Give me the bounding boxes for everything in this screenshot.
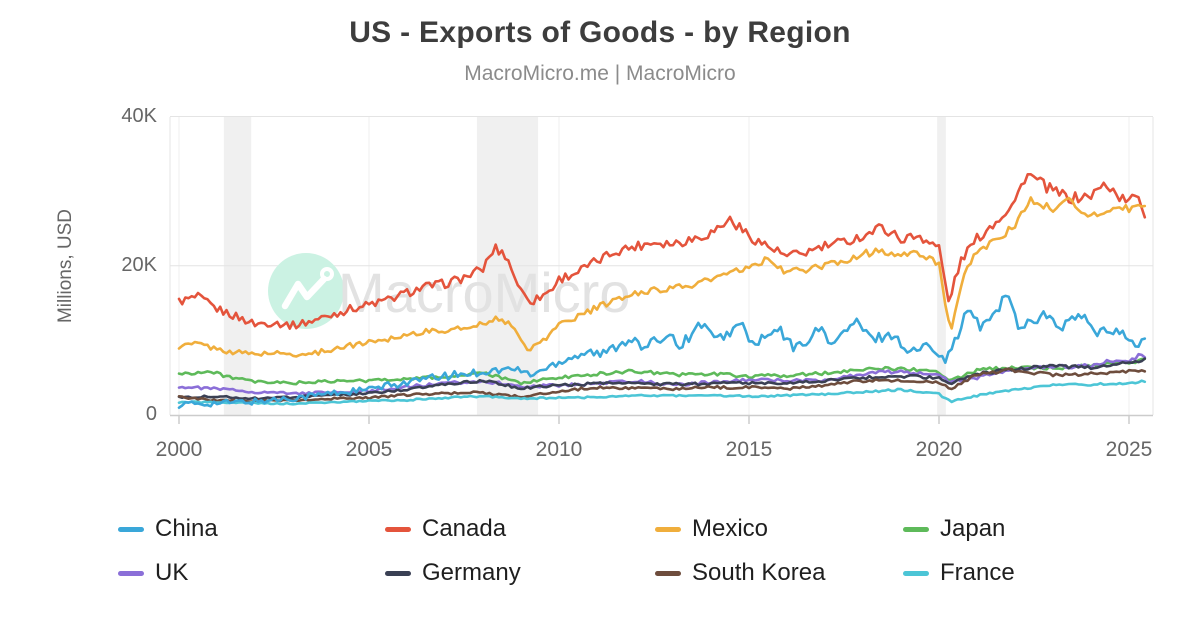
legend-label: Canada <box>422 515 507 542</box>
uk-series-swatch <box>118 570 144 576</box>
south-korea-series-swatch <box>655 570 681 576</box>
x-tick-label-2020: 2020 <box>915 438 963 461</box>
y-tick-label-40k: 40K <box>121 105 157 127</box>
legend-item-mexico[interactable]: Mexico <box>655 514 768 544</box>
legend-item-south-korea[interactable]: South Korea <box>655 558 825 588</box>
legend-label: UK <box>155 559 189 586</box>
legend-item-canada[interactable]: Canada <box>385 514 506 544</box>
chart-subtitle: MacroMicro.me | MacroMicro <box>464 62 736 85</box>
germany-series-swatch <box>385 570 411 576</box>
canada-series-swatch <box>385 526 411 532</box>
legend-label: France <box>940 559 1015 586</box>
legend-item-germany[interactable]: Germany <box>385 558 521 588</box>
x-tick-label-2005: 2005 <box>345 438 393 461</box>
mexico-series-swatch <box>655 526 681 532</box>
legend-label: Germany <box>422 559 521 586</box>
legend-item-japan[interactable]: Japan <box>903 514 1005 544</box>
france-series-swatch <box>903 570 929 576</box>
x-tick-label-2000: 2000 <box>155 438 203 461</box>
x-tick-label-2025: 2025 <box>1105 438 1153 461</box>
china-series-swatch <box>118 526 144 532</box>
legend-item-china[interactable]: China <box>118 514 218 544</box>
japan-series-swatch <box>903 526 929 532</box>
legend-label: Mexico <box>692 515 769 542</box>
page-title: US - Exports of Goods - by Region <box>349 16 851 49</box>
legend-label: Japan <box>940 515 1006 542</box>
x-tick-label-2015: 2015 <box>725 438 773 461</box>
legend-label: China <box>155 515 218 542</box>
legend-item-uk[interactable]: UK <box>118 558 188 588</box>
y-tick-label-20k: 20K <box>121 254 157 276</box>
legend-label: South Korea <box>692 559 826 586</box>
legend-item-france[interactable]: France <box>903 558 1015 588</box>
y-tick-label-0: 0 <box>145 403 157 425</box>
x-tick-label-2010: 2010 <box>535 438 583 461</box>
